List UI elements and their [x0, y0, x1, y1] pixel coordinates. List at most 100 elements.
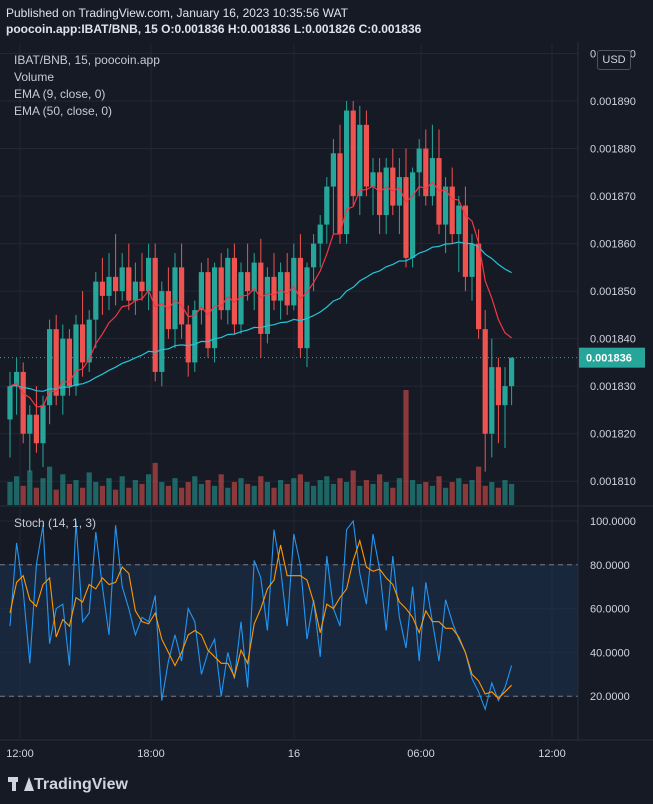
- volume-bar: [317, 480, 323, 505]
- candle-body: [278, 272, 284, 301]
- candle-body: [271, 276, 277, 301]
- candle-body: [476, 243, 482, 330]
- candle-body: [238, 272, 244, 325]
- time-tick-label: 16: [288, 748, 300, 760]
- candle-body: [205, 272, 211, 349]
- volume-bar: [179, 487, 185, 505]
- volume-bar: [344, 482, 350, 505]
- legend-ema50: EMA (50, close, 0): [14, 104, 113, 118]
- stoch-tick-label: 80.0000: [590, 560, 630, 572]
- candle-body: [311, 243, 317, 268]
- ema50-line: [9, 241, 512, 392]
- volume-bar: [377, 474, 383, 505]
- chart-svg[interactable]: 0.0019000.0018900.0018800.0018700.001860…: [0, 42, 653, 762]
- candle-body: [47, 329, 53, 406]
- volume-bar: [416, 483, 422, 505]
- volume-bar: [165, 485, 171, 505]
- candle-body: [212, 267, 218, 349]
- volume-bar: [264, 482, 270, 505]
- candle-body: [489, 367, 495, 434]
- footer: TradingView: [0, 770, 653, 804]
- volume-bar: [66, 483, 72, 505]
- volume-bar: [284, 483, 290, 505]
- stoch-legend: Stoch (14, 1, 3): [14, 515, 96, 532]
- candle-body: [192, 310, 198, 363]
- stoch-tick-label: 20.0000: [590, 691, 630, 703]
- volume-bar: [27, 470, 33, 505]
- volume-bar: [337, 478, 343, 505]
- candle-body: [60, 338, 66, 396]
- legend-stoch: Stoch (14, 1, 3): [14, 516, 97, 530]
- volume-bar: [231, 482, 237, 505]
- volume-bar: [106, 478, 112, 505]
- volume-bar: [423, 482, 429, 505]
- candle-body: [377, 172, 383, 216]
- volume-bar: [126, 487, 132, 505]
- stoch-tick-label: 100.0000: [590, 516, 636, 528]
- volume-bar: [93, 482, 99, 505]
- candle-body: [132, 281, 138, 301]
- volume-bar: [509, 483, 515, 505]
- candle-body: [225, 257, 231, 311]
- volume-bar: [469, 480, 475, 505]
- volume-bar: [330, 483, 336, 505]
- candle-body: [40, 405, 46, 444]
- candle-body: [80, 324, 86, 363]
- volume-bar: [132, 480, 138, 505]
- stoch-tick-label: 40.0000: [590, 647, 630, 659]
- candle-body: [113, 276, 119, 292]
- volume-bar: [205, 480, 211, 505]
- volume-bar: [212, 485, 218, 505]
- volume-bar: [7, 482, 13, 505]
- volume-bar: [33, 487, 39, 505]
- candle-body: [449, 186, 455, 235]
- volume-bar: [251, 485, 257, 505]
- volume-bar: [86, 472, 92, 505]
- candle-body: [159, 291, 165, 372]
- candle-body: [317, 224, 323, 244]
- volume-bar: [139, 483, 145, 505]
- candle-body: [198, 272, 204, 311]
- volume-bar: [172, 478, 178, 505]
- candle-body: [251, 262, 257, 292]
- candle-body: [502, 386, 508, 406]
- volume-bar: [159, 482, 165, 505]
- candle-body: [509, 357, 515, 387]
- candle-body: [146, 257, 152, 292]
- candle-body: [363, 124, 369, 187]
- candle-body: [231, 257, 237, 325]
- volume-bar: [495, 487, 501, 505]
- volume-bar: [502, 480, 508, 505]
- time-tick-label: 18:00: [137, 748, 165, 760]
- candle-body: [429, 158, 435, 197]
- candle-body: [245, 272, 251, 292]
- volume-bar: [357, 485, 363, 505]
- candle-body: [416, 148, 422, 173]
- candle-body: [304, 267, 310, 349]
- candle-body: [357, 124, 363, 197]
- candle-body: [370, 172, 376, 187]
- volume-bar: [238, 478, 244, 505]
- candle-body: [350, 110, 356, 197]
- candle-body: [33, 414, 39, 444]
- volume-bar: [456, 478, 462, 505]
- tradingview-logo[interactable]: TradingView: [8, 776, 128, 794]
- volume-bar: [476, 466, 482, 505]
- volume-bar: [80, 487, 86, 505]
- candle-body: [53, 329, 59, 396]
- candle-body: [126, 267, 132, 301]
- price-tick-label: 0.001830: [590, 381, 636, 393]
- price-tick-label: 0.001850: [590, 286, 636, 298]
- candle-body: [330, 153, 336, 187]
- brand-name: TradingView: [34, 776, 128, 793]
- candle-body: [403, 177, 409, 258]
- candle-body: [20, 371, 26, 434]
- volume-bar: [192, 476, 198, 505]
- price-tick-label: 0.001840: [590, 334, 636, 346]
- volume-bar: [73, 480, 79, 505]
- volume-bar: [20, 485, 26, 505]
- published-line: Published on TradingView.com, January 16…: [6, 6, 348, 20]
- candle-body: [456, 205, 462, 235]
- currency-label[interactable]: USD: [597, 50, 631, 70]
- chart-area[interactable]: 0.0019000.0018900.0018800.0018700.001860…: [0, 42, 653, 762]
